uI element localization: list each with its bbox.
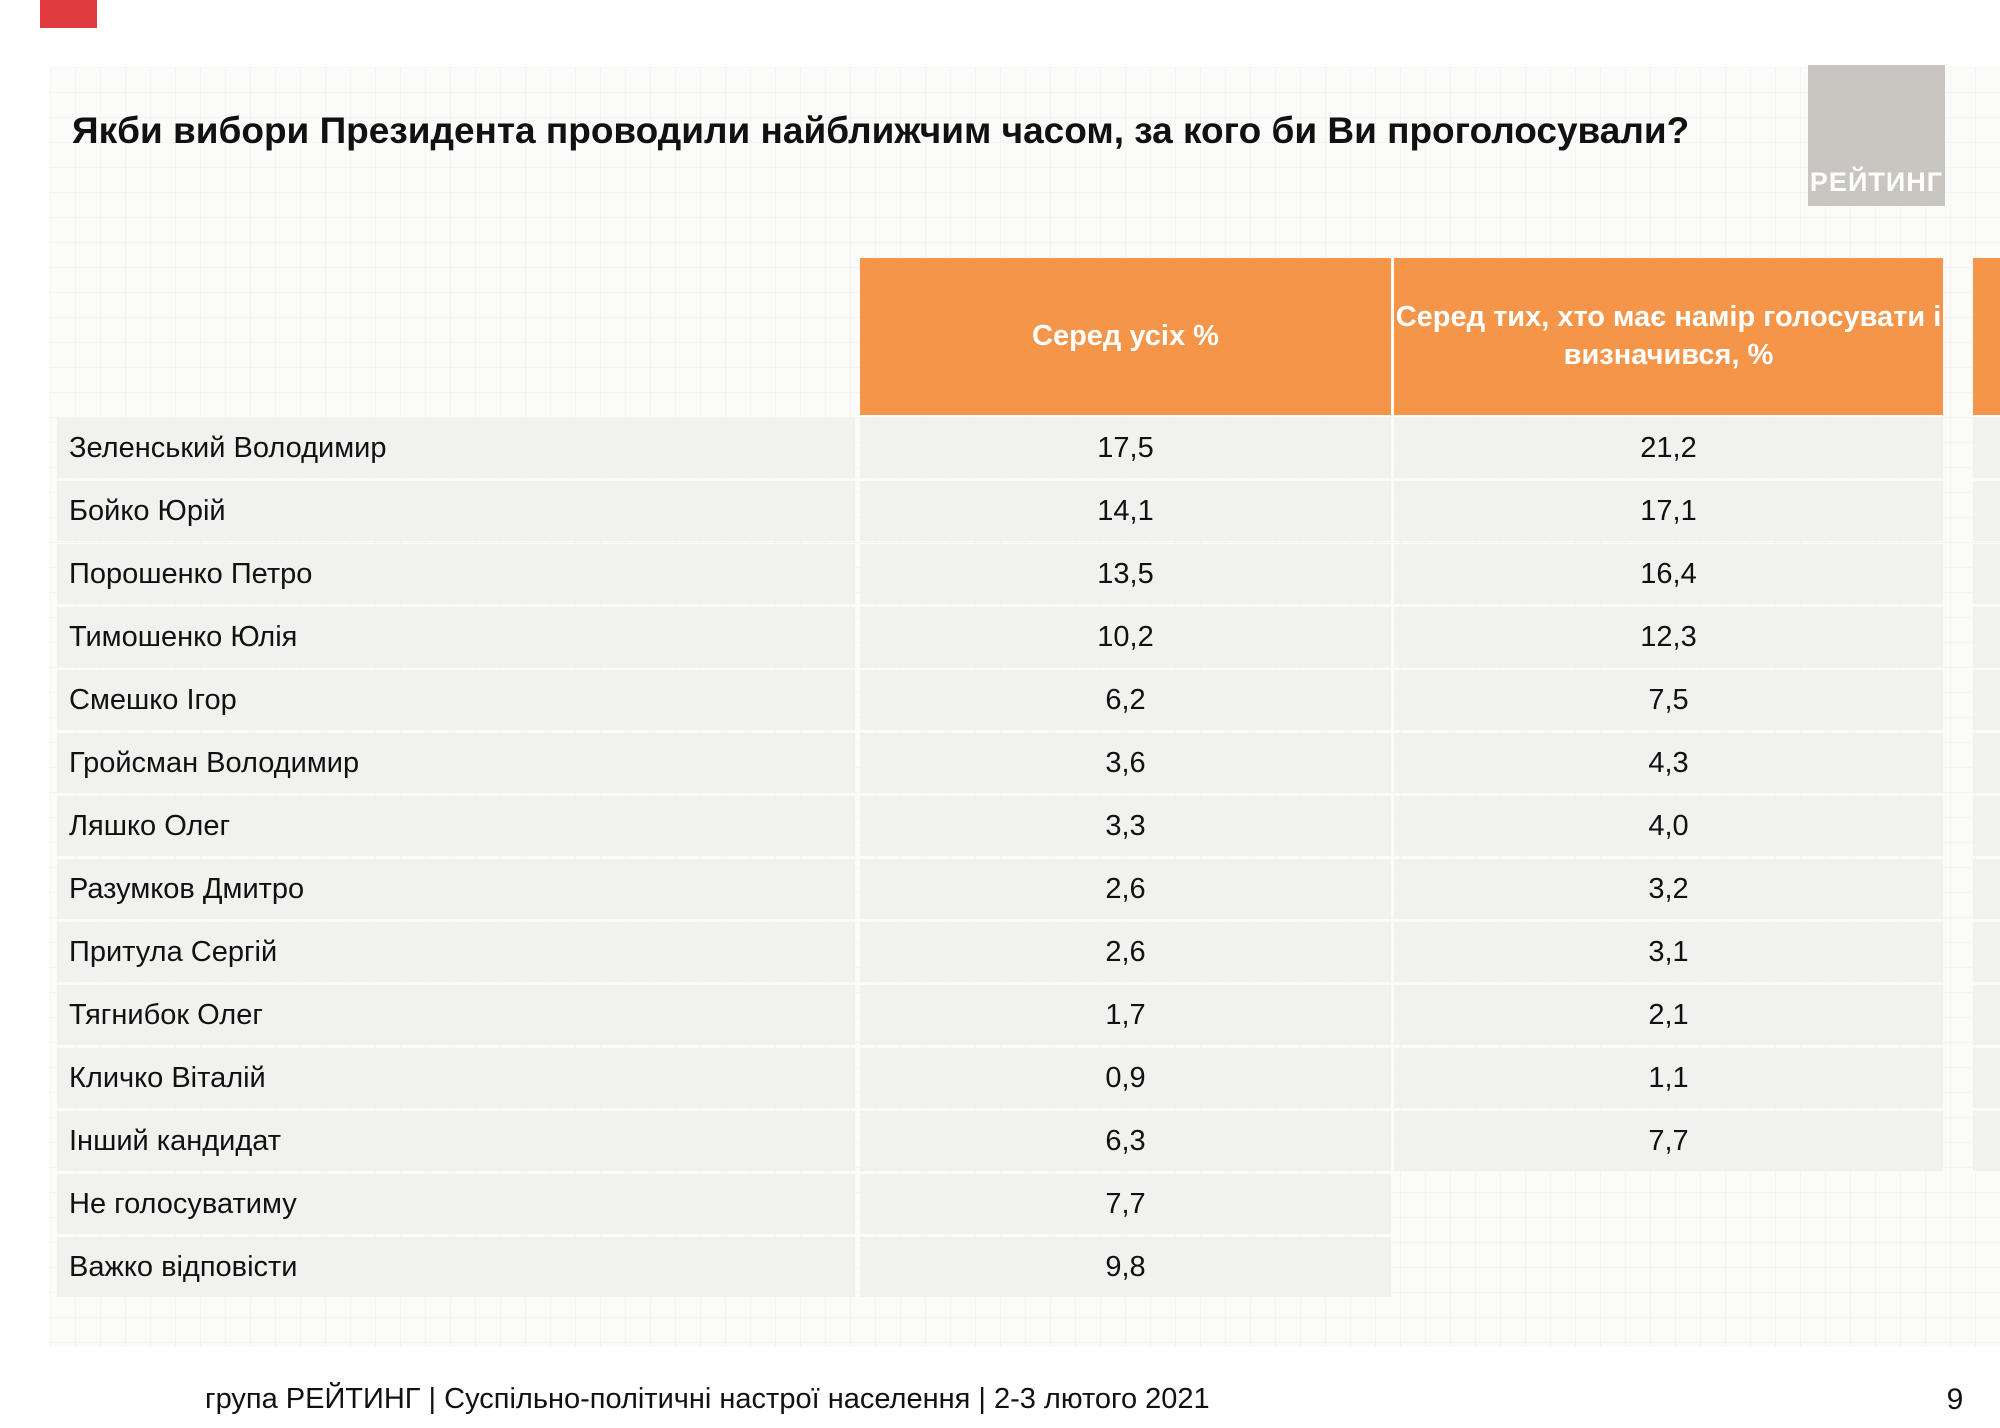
table-row: Не голосуватиму 7,7	[57, 1174, 2000, 1234]
table-row: Порошенко Петро 13,5 16,4	[57, 544, 2000, 604]
candidate-name: Бойко Юрій	[57, 481, 855, 541]
candidate-name: Зеленський Володимир	[57, 418, 855, 478]
rating-group-logo: РЕЙТИНГ	[1808, 65, 1945, 206]
value-among-all: 2,6	[860, 922, 1391, 982]
candidate-name: Гройсман Володимир	[57, 733, 855, 793]
column-header-among-decided: Серед тих, хто має намір голосувати і ви…	[1394, 258, 1943, 415]
value-among-decided: 4,3	[1394, 733, 1943, 793]
candidate-name: Притула Сергій	[57, 922, 855, 982]
value-among-decided: 2,1	[1394, 985, 1943, 1045]
value-among-decided: 16,4	[1394, 544, 1943, 604]
value-among-decided: 7,5	[1394, 670, 1943, 730]
candidate-name: Смешко Ігор	[57, 670, 855, 730]
row-edge-sliver	[1973, 859, 2000, 919]
table-row: Ляшко Олег 3,3 4,0	[57, 796, 2000, 856]
value-among-all: 3,6	[860, 733, 1391, 793]
table-row: Кличко Віталій 0,9 1,1	[57, 1048, 2000, 1108]
table-row: Тягнибок Олег 1,7 2,1	[57, 985, 2000, 1045]
table-rows: Зеленський Володимир 17,5 21,2 Бойко Юрій 14…	[57, 418, 2000, 1300]
candidate-name: Порошенко Петро	[57, 544, 855, 604]
row-edge-sliver	[1973, 1111, 2000, 1171]
table-row: Разумков Дмитро 2,6 3,2	[57, 859, 2000, 919]
value-among-all: 13,5	[860, 544, 1391, 604]
row-edge-sliver	[1973, 985, 2000, 1045]
value-among-all: 3,3	[860, 796, 1391, 856]
row-edge-sliver	[1973, 607, 2000, 667]
candidate-name: Тягнибок Олег	[57, 985, 855, 1045]
table-row: Тимошенко Юлія 10,2 12,3	[57, 607, 2000, 667]
candidate-name: Ляшко Олег	[57, 796, 855, 856]
column-header-among-all: Серед усіх %	[860, 258, 1391, 415]
value-among-decided: 4,0	[1394, 796, 1943, 856]
red-corner-mark	[40, 0, 97, 28]
table-row: Бойко Юрій 14,1 17,1	[57, 481, 2000, 541]
row-edge-sliver	[1973, 733, 2000, 793]
value-among-decided: 3,2	[1394, 859, 1943, 919]
row-edge-sliver	[1973, 1048, 2000, 1108]
footer-source-line: група РЕЙТИНГ | Суспільно-політичні наст…	[205, 1383, 1210, 1415]
value-among-all: 6,2	[860, 670, 1391, 730]
table-row: Гройсман Володимир 3,6 4,3	[57, 733, 2000, 793]
value-among-decided: 1,1	[1394, 1048, 1943, 1108]
row-edge-sliver	[1973, 670, 2000, 730]
value-among-decided: 12,3	[1394, 607, 1943, 667]
row-edge-sliver	[1973, 481, 2000, 541]
candidate-name: Разумков Дмитро	[57, 859, 855, 919]
table-row: Зеленський Володимир 17,5 21,2	[57, 418, 2000, 478]
page-title: Якби вибори Президента проводили найближ…	[72, 110, 1690, 151]
value-among-all: 7,7	[860, 1174, 1391, 1234]
value-among-decided: 21,2	[1394, 418, 1943, 478]
candidate-name: Інший кандидат	[57, 1111, 855, 1171]
value-among-all: 6,3	[860, 1111, 1391, 1171]
value-among-all: 2,6	[860, 859, 1391, 919]
rating-group-logo-label: РЕЙТИНГ	[1809, 167, 1944, 197]
value-among-all: 14,1	[860, 481, 1391, 541]
value-among-decided: 7,7	[1394, 1111, 1943, 1171]
row-edge-sliver	[1973, 796, 2000, 856]
candidate-name: Важко відповісти	[57, 1237, 855, 1297]
table-row: Смешко Ігор 6,2 7,5	[57, 670, 2000, 730]
candidate-name: Не голосуватиму	[57, 1174, 855, 1234]
candidate-name: Кличко Віталій	[57, 1048, 855, 1108]
row-edge-sliver	[1973, 418, 2000, 478]
value-among-decided: 17,1	[1394, 481, 1943, 541]
table-row: Притула Сергій 2,6 3,1	[57, 922, 2000, 982]
row-edge-sliver	[1973, 544, 2000, 604]
value-among-all: 17,5	[860, 418, 1391, 478]
value-among-all: 9,8	[860, 1237, 1391, 1297]
column-header-edge-sliver	[1973, 258, 2000, 415]
row-edge-sliver	[1973, 922, 2000, 982]
candidate-name: Тимошенко Юлія	[57, 607, 855, 667]
value-among-all: 10,2	[860, 607, 1391, 667]
value-among-decided: 3,1	[1394, 922, 1943, 982]
value-among-all: 1,7	[860, 985, 1391, 1045]
page-number: 9	[1946, 1383, 1964, 1416]
table-row: Інший кандидат 6,3 7,7	[57, 1111, 2000, 1171]
value-among-all: 0,9	[860, 1048, 1391, 1108]
table-row: Важко відповісти 9,8	[57, 1237, 2000, 1297]
